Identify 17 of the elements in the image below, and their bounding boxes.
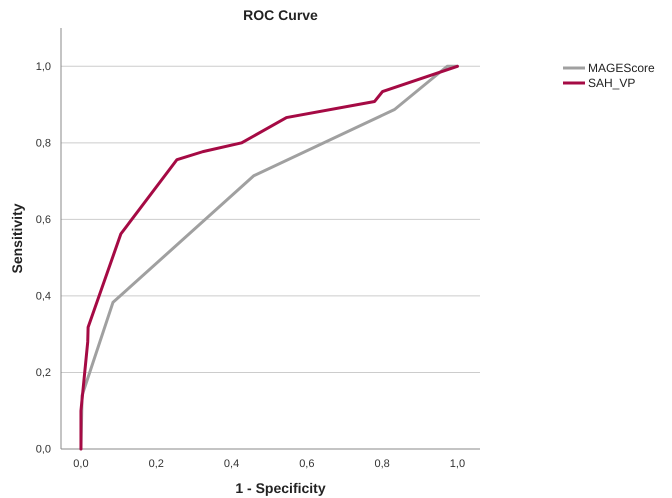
legend-label: SAH_VP (588, 76, 636, 90)
x-tick-label: 0,6 (299, 458, 314, 470)
x-axis-title: 1 - Specificity (235, 480, 326, 496)
x-tick-label: 1,0 (450, 458, 466, 470)
y-tick-label: 0,8 (36, 137, 51, 150)
y-tick-label: 1,0 (36, 60, 51, 73)
x-tick-label: 0,8 (374, 458, 390, 470)
x-tick-label: 0,0 (73, 458, 89, 470)
chart-title: ROC Curve (243, 7, 318, 23)
y-axis-title: Sensitivity (9, 203, 25, 274)
x-tick-label: 0,4 (224, 458, 240, 470)
y-tick-label: 0,2 (36, 366, 51, 379)
y-tick-label: 0,4 (36, 290, 51, 302)
legend-label: MAGEScore (588, 61, 656, 75)
y-tick-label: 0,6 (36, 214, 51, 226)
x-tick-label: 0,2 (148, 458, 164, 470)
y-tick-label: 0,0 (36, 444, 51, 456)
